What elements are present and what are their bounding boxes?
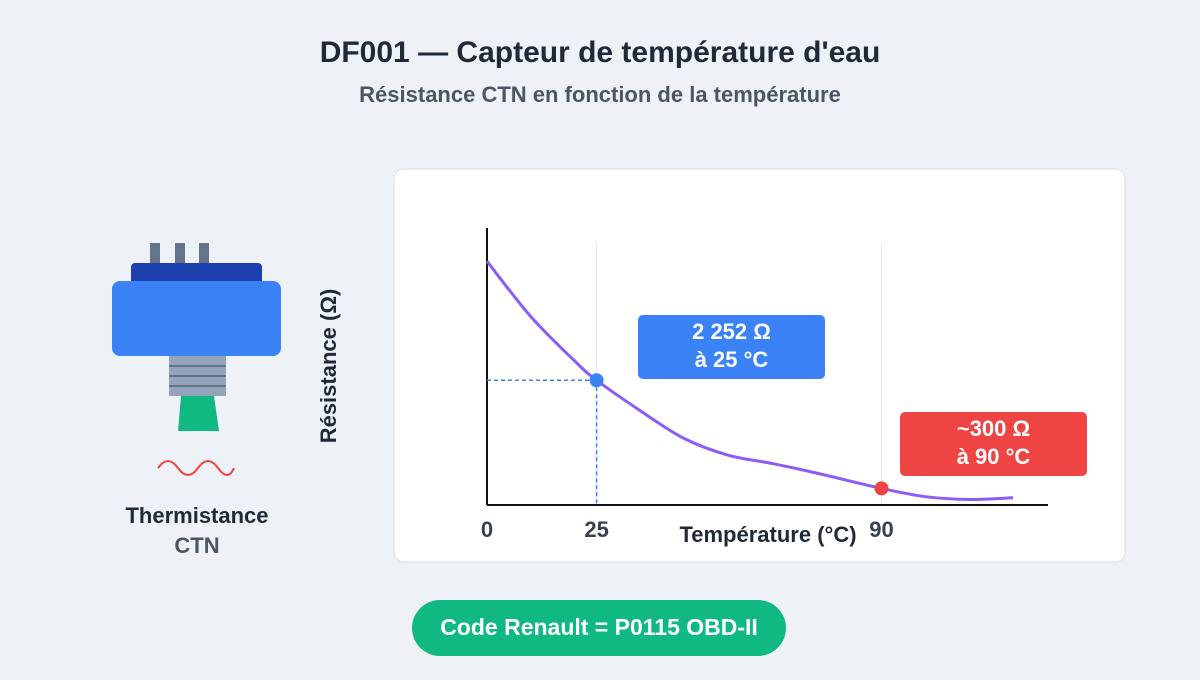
subtitle: Résistance CTN en fonction de la tempéra…: [359, 82, 841, 107]
sensor-illustration: [112, 243, 281, 476]
annotation-point: [874, 481, 889, 496]
annotation-text: 2 252 Ω: [692, 319, 771, 344]
sensor-label: CTN: [174, 533, 219, 558]
annotation-text: à 90 °C: [957, 444, 1031, 469]
annotation-box: [638, 315, 825, 379]
annotation-box: [900, 412, 1087, 476]
plot: 0 25 90 Température (°C) Résistance (Ω) 2 252…: [316, 228, 1087, 547]
annotation-text: à 25 °C: [695, 347, 769, 372]
x-tick-label: 0: [481, 517, 493, 542]
annotation-text: ~300 Ω: [957, 416, 1030, 441]
badge: [412, 600, 786, 656]
badge-text: Code Renault = P0115 OBD-II: [440, 614, 758, 640]
series-line: [485, 260, 1014, 501]
x-axis-label: Température (°C): [679, 522, 856, 547]
x-tick-label: 90: [869, 517, 893, 542]
title: DF001 — Capteur de température d'eau: [320, 36, 881, 69]
sensor-label: Thermistance: [125, 503, 268, 528]
x-tick-label: 25: [584, 517, 608, 542]
annotation-point: [589, 373, 604, 388]
y-axis-label: Résistance (Ω): [316, 289, 341, 444]
